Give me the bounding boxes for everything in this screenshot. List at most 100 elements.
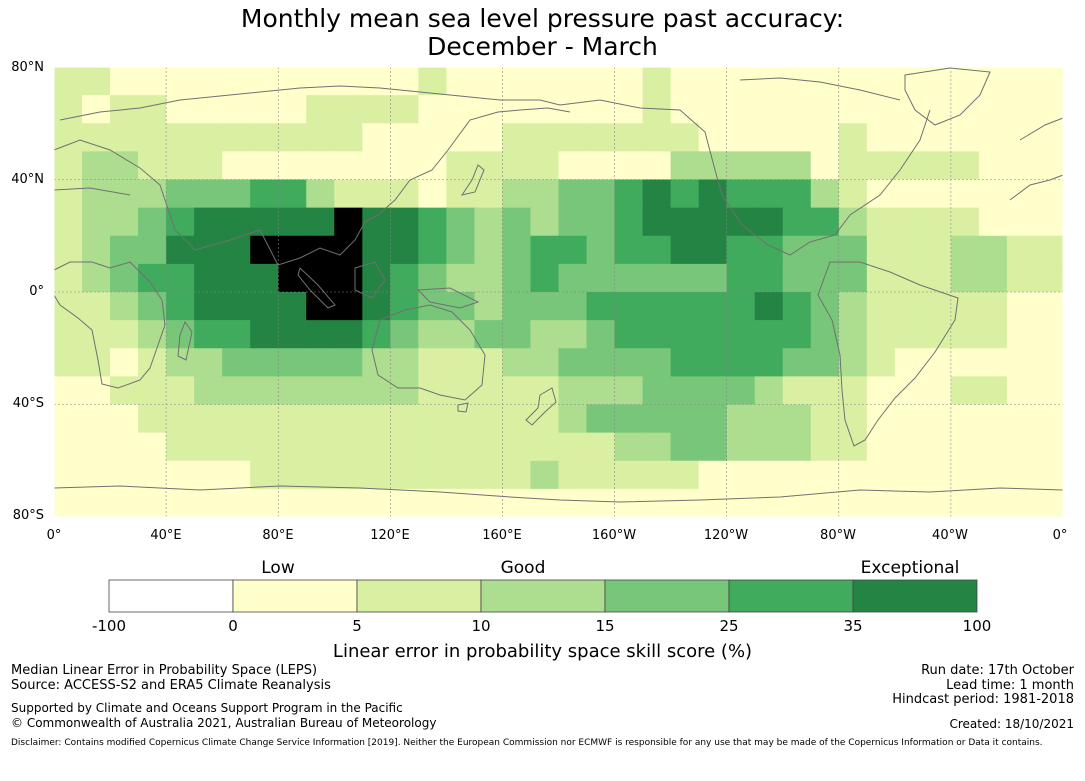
- skill-cell: [362, 263, 391, 293]
- skill-cell: [138, 460, 167, 490]
- skill-cell: [306, 292, 335, 321]
- skill-cell: [474, 207, 504, 237]
- skill-cell: [698, 151, 728, 181]
- skill-cell: [1034, 348, 1064, 377]
- skill-cell: [446, 404, 476, 434]
- skill-cell: [474, 404, 504, 434]
- coastline-japan: [460, 164, 485, 196]
- skill-cell: [306, 207, 335, 237]
- skill-cell: [586, 460, 616, 490]
- skill-cell: [950, 320, 980, 349]
- skill-cell: [82, 376, 111, 406]
- skill-cell: [670, 460, 700, 490]
- skill-cell: [250, 488, 279, 518]
- skill-cell: [698, 123, 728, 152]
- skill-cell: [222, 320, 251, 349]
- skill-cell: [446, 179, 476, 209]
- skill-cell: [922, 235, 952, 265]
- skill-cell: [530, 235, 560, 265]
- skill-cell: [390, 235, 419, 265]
- skill-cell: [250, 460, 279, 490]
- skill-cell: [334, 207, 363, 237]
- skill-cell: [866, 67, 896, 96]
- skill-cell: [530, 320, 560, 349]
- skill-cell: [838, 95, 868, 124]
- skill-cell: [110, 460, 139, 490]
- skill-cell: [166, 263, 195, 293]
- skill-cell: [1006, 348, 1036, 377]
- skill-cell: [194, 376, 223, 406]
- skill-cell: [642, 488, 672, 518]
- skill-cell: [558, 348, 588, 377]
- skill-cell: [362, 151, 391, 181]
- skill-cell: [418, 263, 447, 293]
- skill-cell: [250, 292, 279, 321]
- skill-cell: [642, 207, 672, 237]
- skill-cell: [54, 320, 83, 349]
- skill-cell: [474, 376, 504, 406]
- skill-cell: [54, 179, 83, 209]
- lon-label-40e: 40°E: [150, 528, 182, 543]
- skill-cell: [1006, 376, 1036, 406]
- info-run-date: Run date: 17th October: [921, 663, 1074, 678]
- skill-cell: [614, 348, 644, 377]
- skill-cell: [698, 207, 728, 237]
- skill-cell: [278, 292, 307, 321]
- skill-cell: [446, 151, 476, 181]
- skill-cell: [390, 123, 419, 152]
- skill-cell: [390, 488, 419, 518]
- skill-cell: [810, 235, 840, 265]
- coastline-sumatra: [297, 267, 336, 309]
- skill-cell: [810, 179, 840, 209]
- skill-cell: [110, 348, 139, 377]
- skill-cell: [838, 235, 868, 265]
- skill-cell: [978, 404, 1008, 434]
- skill-cell: [502, 320, 532, 349]
- skill-cell: [670, 488, 700, 518]
- skill-cell: [782, 488, 812, 518]
- colorbar-tick: 5: [352, 617, 362, 635]
- info-support: Supported by Climate and Oceans Support …: [11, 701, 403, 715]
- skill-cell: [782, 376, 812, 406]
- skill-cell: [558, 207, 588, 237]
- skill-cell: [810, 432, 840, 462]
- skill-cell: [726, 404, 756, 434]
- skill-cell: [726, 263, 756, 293]
- skill-cell: [54, 488, 83, 518]
- skill-cell: [726, 488, 756, 518]
- skill-cell: [362, 348, 391, 377]
- skill-cell: [418, 404, 447, 434]
- info-method: Median Linear Error in Probability Space…: [11, 663, 318, 678]
- skill-cell: [838, 179, 868, 209]
- skill-cell: [82, 432, 111, 462]
- skill-cell: [278, 348, 307, 377]
- skill-cell: [54, 292, 83, 321]
- skill-cell: [810, 123, 840, 152]
- skill-cell: [838, 263, 868, 293]
- skill-cell: [306, 404, 335, 434]
- skill-cell: [390, 263, 419, 293]
- skill-cell: [866, 151, 896, 181]
- skill-cell: [754, 95, 784, 124]
- skill-cell: [278, 151, 307, 181]
- skill-cell: [278, 67, 307, 96]
- skill-cell: [614, 320, 644, 349]
- skill-cell: [558, 460, 588, 490]
- skill-cell: [502, 348, 532, 377]
- skill-cell: [978, 348, 1008, 377]
- skill-cell: [334, 432, 363, 462]
- skill-cell: [222, 404, 251, 434]
- skill-cell: [558, 123, 588, 152]
- skill-cell: [922, 320, 952, 349]
- skill-cell: [838, 320, 868, 349]
- skill-cell: [194, 95, 223, 124]
- skill-cell: [502, 292, 532, 321]
- skill-cell: [502, 123, 532, 152]
- skill-cell: [502, 179, 532, 209]
- skill-cell: [530, 348, 560, 377]
- colorbar-tick: 25: [719, 617, 739, 635]
- skill-cell: [474, 179, 504, 209]
- skill-cell: [1006, 235, 1036, 265]
- skill-cell: [278, 432, 307, 462]
- skill-cell: [278, 207, 307, 237]
